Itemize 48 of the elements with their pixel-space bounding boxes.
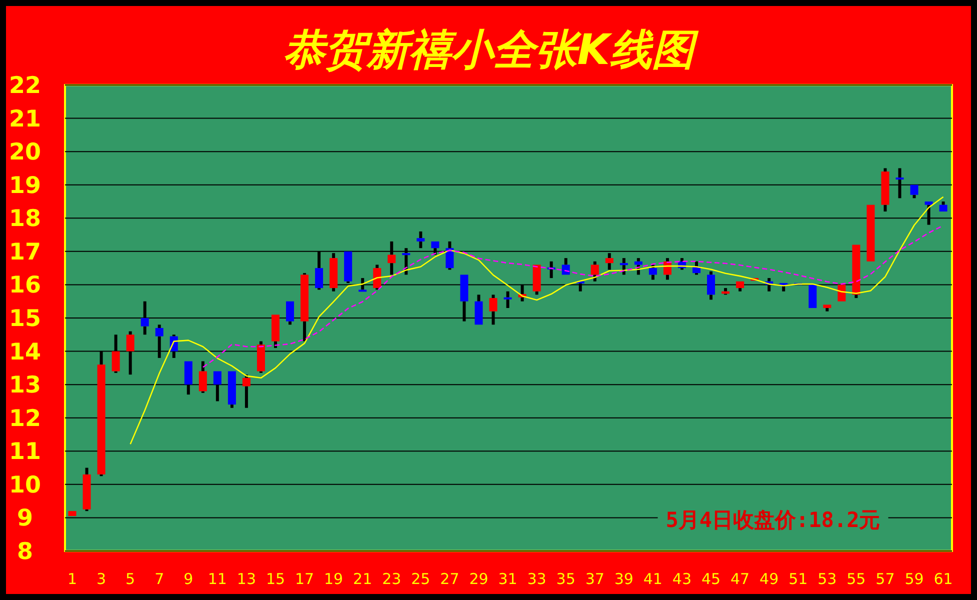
y-tick-label: 11	[8, 439, 42, 466]
x-tick-label: 15	[266, 570, 286, 588]
y-tick-label: 10	[8, 472, 42, 498]
y-tick-label: 20	[8, 140, 42, 166]
x-tick-label: 5	[126, 570, 136, 588]
x-tick-label: 39	[614, 570, 634, 588]
y-tick-label: 15	[8, 306, 42, 332]
x-tick-label: 11	[208, 570, 227, 588]
y-tick-label: 22	[8, 73, 42, 99]
x-tick-label: 27	[440, 570, 460, 588]
x-tick-label: 19	[324, 570, 344, 588]
x-tick-label: 33	[527, 570, 546, 588]
x-tick-label: 51	[788, 570, 808, 588]
y-tick-label: 16	[8, 272, 42, 299]
x-tick-label: 53	[818, 570, 837, 588]
y-tick-label: 17	[8, 239, 42, 266]
y-tick-label: 13	[8, 372, 42, 399]
x-tick-label: 37	[585, 570, 604, 588]
y-tick-label: 19	[8, 172, 42, 199]
x-tick-label: 59	[904, 570, 924, 588]
x-tick-label: 43	[672, 570, 692, 588]
y-tick-label: 18	[8, 206, 42, 232]
y-tick-label: 14	[8, 339, 42, 366]
x-tick-label: 49	[760, 570, 779, 588]
x-tick-label: 25	[411, 570, 430, 588]
y-tick-label: 12	[8, 406, 42, 432]
x-tick-label: 57	[876, 570, 895, 588]
chart-title: 恭贺新禧小全张K线图	[283, 25, 699, 74]
x-tick-label: 1	[67, 570, 78, 588]
x-tick-label: 29	[469, 570, 488, 588]
x-tick-label: 13	[236, 570, 256, 588]
x-tick-label: 17	[294, 570, 314, 588]
y-tick-label: 9	[16, 506, 34, 532]
y-tick-label: 21	[8, 106, 42, 132]
x-tick-label: 55	[846, 570, 866, 588]
x-tick-label: 23	[382, 570, 402, 588]
x-tick-label: 31	[498, 570, 518, 588]
x-tick-label: 35	[556, 570, 576, 588]
x-tick-label: 47	[730, 570, 750, 588]
x-tick-label: 45	[701, 570, 721, 588]
x-tick-label: 21	[353, 570, 372, 588]
x-tick-label: 3	[96, 570, 106, 588]
x-tick-label: 9	[184, 570, 194, 588]
annotation: 5月4日收盘价:18.2元	[666, 508, 880, 532]
x-tick-label: 41	[643, 570, 662, 588]
x-tick-label: 7	[154, 570, 164, 588]
y-tick-label: 8	[16, 539, 34, 565]
x-tick-label: 61	[934, 570, 953, 588]
